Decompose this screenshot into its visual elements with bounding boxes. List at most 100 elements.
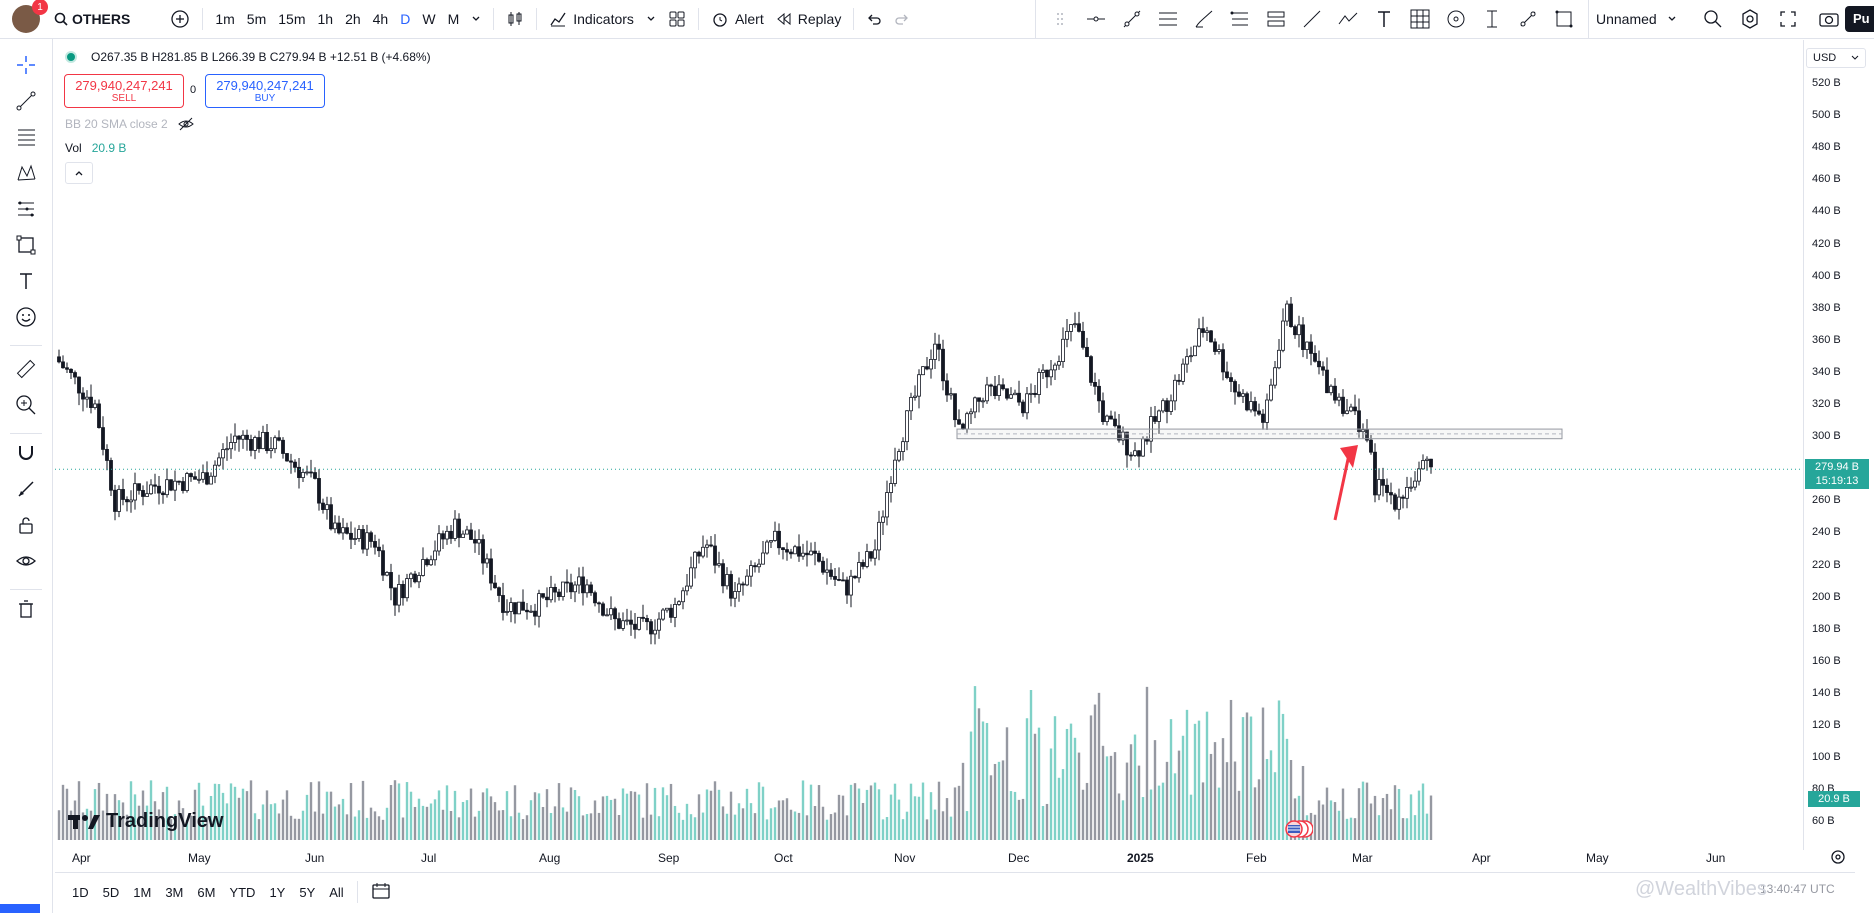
eye-hidden-icon[interactable] <box>177 117 194 131</box>
timeframe-d[interactable]: D <box>400 11 411 27</box>
ruler-icon[interactable] <box>12 355 40 383</box>
volume-bar <box>573 789 577 840</box>
range-1d[interactable]: 1D <box>72 884 89 900</box>
publish-button[interactable]: Pu <box>1845 6 1874 32</box>
timeframe-2h[interactable]: 2h <box>345 11 361 27</box>
trend-line-tool-icon[interactable] <box>12 87 40 115</box>
shapes-tool-icon[interactable] <box>12 231 40 259</box>
symbol-search-button[interactable]: OTHERS <box>54 11 130 27</box>
timeframe-dropdown[interactable] <box>465 0 487 38</box>
sell-button[interactable]: 279,940,247,241 SELL <box>64 74 184 108</box>
candle-body <box>1081 330 1085 348</box>
zoom-in-icon[interactable] <box>12 391 40 419</box>
volume-bar <box>1049 748 1053 840</box>
range-all[interactable]: All <box>329 884 344 900</box>
timeframe-4h[interactable]: 4h <box>372 11 389 27</box>
candle-body <box>1337 396 1341 401</box>
range-6m[interactable]: 6M <box>197 884 216 900</box>
lock-icon[interactable] <box>12 511 40 539</box>
fib-tool-icon[interactable] <box>12 123 40 151</box>
volume-bar <box>857 788 861 840</box>
quick-search-button[interactable] <box>1697 0 1729 38</box>
volume-bar <box>901 819 905 840</box>
volume-bar <box>257 819 261 840</box>
sell-price: 279,940,247,241 <box>75 78 173 93</box>
fib-icon[interactable] <box>1228 7 1252 31</box>
text-icon[interactable] <box>1372 7 1396 31</box>
range-5d[interactable]: 5D <box>102 884 120 900</box>
path-icon[interactable] <box>1336 7 1360 31</box>
pen-tool-icon[interactable] <box>1516 7 1540 31</box>
timeframe-1m[interactable]: 1m <box>215 11 235 27</box>
drag-handle-icon[interactable] <box>1048 7 1072 31</box>
chart-type-button[interactable] <box>500 0 530 38</box>
go-to-date-button[interactable] <box>364 882 398 903</box>
redo-button[interactable] <box>888 0 916 38</box>
spread-value: 0 <box>190 84 197 96</box>
emoji-tool-icon[interactable] <box>12 303 40 331</box>
eye-icon[interactable] <box>12 547 40 575</box>
drawing-mode-icon[interactable] <box>12 475 40 503</box>
price-axis[interactable] <box>1803 40 1874 850</box>
volume-bar <box>581 815 585 840</box>
range-ytd[interactable]: YTD <box>229 884 256 900</box>
compare-button[interactable] <box>164 0 196 38</box>
indicators-dropdown[interactable] <box>640 0 662 38</box>
volume-bar <box>1397 788 1401 840</box>
economic-events-icon[interactable] <box>1283 820 1313 838</box>
clock-utc[interactable]: 13:40:47 UTC <box>1760 882 1835 896</box>
volume-bar <box>1385 793 1389 840</box>
volume-legend[interactable]: Vol 20.9 B <box>65 141 126 155</box>
price-chart[interactable] <box>55 40 1802 850</box>
timeframe-15m[interactable]: 15m <box>278 11 306 27</box>
trend-line-icon[interactable] <box>1120 7 1144 31</box>
collapse-legend-button[interactable] <box>65 162 93 184</box>
rectangle-tool-icon[interactable] <box>1552 7 1576 31</box>
line-icon[interactable] <box>1300 7 1324 31</box>
fullscreen-button[interactable] <box>1773 0 1803 38</box>
buy-button[interactable]: 279,940,247,241 BUY <box>205 74 325 108</box>
candle-body <box>1405 486 1409 499</box>
volume-bar <box>885 817 889 840</box>
volume-bar <box>113 794 117 840</box>
range-5y[interactable]: 5Y <box>299 884 316 900</box>
gear-icon[interactable] <box>1830 849 1846 865</box>
candle-body <box>505 611 509 613</box>
grid-tool-icon[interactable] <box>1408 7 1432 31</box>
bottom-left-panel-tab[interactable] <box>0 904 40 913</box>
timeframe-5m[interactable]: 5m <box>246 11 267 27</box>
horizontal-ray-icon[interactable] <box>1084 7 1108 31</box>
pattern-tool-icon[interactable] <box>12 159 40 187</box>
volume-bar <box>733 814 737 840</box>
range-1y[interactable]: 1Y <box>269 884 286 900</box>
undo-button[interactable] <box>860 0 888 38</box>
settings-button[interactable] <box>1734 0 1766 38</box>
bb-indicator-legend[interactable]: BB 20 SMA close 2 <box>65 117 194 131</box>
vertical-measure-icon[interactable] <box>1480 7 1504 31</box>
timeframe-1h[interactable]: 1h <box>317 11 334 27</box>
timeframe-w[interactable]: W <box>422 11 436 27</box>
range-1m[interactable]: 1M <box>133 884 152 900</box>
snapshot-button[interactable] <box>1812 0 1846 38</box>
range-icon[interactable] <box>1264 7 1288 31</box>
user-avatar[interactable]: 1 <box>12 0 48 33</box>
timeframe-m[interactable]: M <box>447 11 460 27</box>
brush-icon[interactable] <box>1192 7 1216 31</box>
crosshair-icon[interactable] <box>12 51 40 79</box>
tradingview-logo[interactable]: TradingView <box>68 810 223 833</box>
forecast-tool-icon[interactable] <box>12 195 40 223</box>
alert-button[interactable]: Alert <box>705 0 770 38</box>
parallel-channel-icon[interactable] <box>1156 7 1180 31</box>
trash-icon[interactable] <box>12 595 40 623</box>
alert-label: Alert <box>734 11 764 27</box>
currency-selector[interactable]: USD <box>1806 48 1866 68</box>
layout-name-button[interactable]: Unnamed <box>1590 0 1683 38</box>
replay-button[interactable]: Replay <box>770 0 848 38</box>
circle-tool-icon[interactable] <box>1444 7 1468 31</box>
text-tool-icon[interactable] <box>12 267 40 295</box>
templates-button[interactable] <box>662 0 692 38</box>
indicators-button[interactable]: Indicators <box>543 0 640 38</box>
magnet-icon[interactable] <box>12 439 40 467</box>
volume-bar <box>145 805 149 840</box>
range-3m[interactable]: 3M <box>165 884 184 900</box>
